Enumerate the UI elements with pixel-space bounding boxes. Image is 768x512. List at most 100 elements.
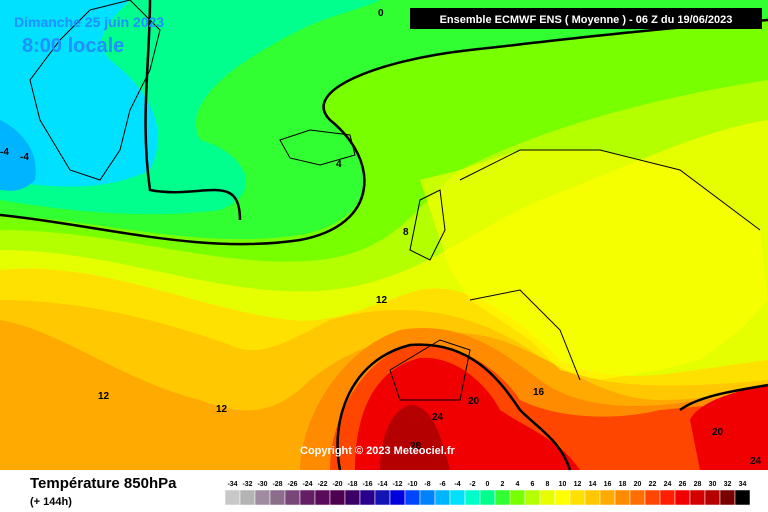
colorbar-label: 10: [559, 481, 567, 488]
colorbar-label: 0: [486, 481, 490, 488]
colorbar-swatch: [284, 489, 301, 506]
colorbar-swatch: [449, 489, 466, 506]
colorbar-swatch: [704, 489, 721, 506]
coastline: [279, 129, 356, 166]
colorbar-label: 34: [739, 481, 747, 488]
colorbar-label: -8: [424, 481, 430, 488]
colorbar-label: -6: [439, 481, 445, 488]
colorbar-swatch: [524, 489, 541, 506]
colorbar-swatch: [254, 489, 271, 506]
colorbar: -34 -32 -30 -28 -26 -24 -22 -20 -18 -16 -14 -12 -10-…: [224, 481, 751, 506]
model-info: Ensemble ECMWF ENS ( Moyenne ) - 06 Z du…: [440, 14, 733, 26]
colorbar-swatch: [569, 489, 586, 506]
contour-label: 8: [403, 227, 409, 238]
colorbar-swatch: [374, 489, 391, 506]
colorbar-swatch: [404, 489, 421, 506]
colorbar-label: -4: [454, 481, 460, 488]
contour-label: 12: [98, 391, 110, 402]
colorbar-swatch: [614, 489, 631, 506]
contour-label: 20: [712, 427, 724, 438]
forecast-date: Dimanche 25 juin 2023: [14, 14, 164, 30]
colorbar-label: -18: [347, 481, 357, 488]
model-box: [410, 8, 762, 29]
contour-label: 4: [336, 159, 342, 170]
colorbar-swatch: [644, 489, 661, 506]
contour-label: -4: [0, 147, 9, 158]
contour-label: 20: [468, 396, 480, 407]
colorbar-label: 28: [694, 481, 702, 488]
zone-cyan: [0, 0, 158, 187]
colorbar-label: -2: [469, 481, 475, 488]
colorbar-swatch: [509, 489, 526, 506]
colorbar-label: 4: [516, 481, 520, 488]
zone-europe: [420, 150, 768, 380]
colorbar-label: -26: [287, 481, 297, 488]
colorbar-label: 14: [589, 481, 597, 488]
colorbar-swatch: [734, 489, 751, 506]
colorbar-label: 24: [664, 481, 672, 488]
colorbar-swatch: [299, 489, 316, 506]
contour-label: 12: [376, 295, 388, 306]
colorbar-label: -20: [332, 481, 342, 488]
contour-label: 24: [432, 412, 444, 423]
colorbar-label: -10: [407, 481, 417, 488]
contour-label: 12: [216, 404, 228, 415]
colorbar-label: 20: [634, 481, 642, 488]
map: 0 -4 -4 4 8 12 12 12 16 20 20 24 24 28 C…: [0, 0, 768, 471]
colorbar-label: -14: [377, 481, 387, 488]
colorbar-swatch: [479, 489, 496, 506]
colorbar-label: -16: [362, 481, 372, 488]
colorbar-swatch: [554, 489, 571, 506]
copyright: Copyright © 2023 Meteociel.fr: [300, 445, 456, 457]
colorbar-swatch: [329, 489, 346, 506]
colorbar-swatch: [464, 489, 481, 506]
colorbar-swatch: [539, 489, 556, 506]
colorbar-swatch: [674, 489, 691, 506]
zone-blue: [0, 120, 36, 191]
colorbar-swatch: [599, 489, 616, 506]
zone-red: [355, 357, 768, 470]
colorbar-swatch: [584, 489, 601, 506]
forecast-time: 8:00 locale: [22, 35, 124, 57]
zone-dark-red: [380, 405, 450, 470]
contour-label: 24: [750, 456, 762, 467]
isotherm: [336, 343, 572, 471]
colorbar-swatch: [224, 489, 241, 506]
colorbar-label: 6: [531, 481, 535, 488]
colorbar-swatch: [719, 489, 736, 506]
colorbar-label: 16: [604, 481, 612, 488]
colorbar-label: -32: [242, 481, 252, 488]
colorbar-label: 2: [501, 481, 505, 488]
colorbar-swatch: [659, 489, 676, 506]
colorbar-label: -34: [227, 481, 237, 488]
colorbar-label: 26: [679, 481, 687, 488]
colorbar-label: -22: [317, 481, 327, 488]
isotherm: [144, 0, 242, 221]
colorbar-swatch: [434, 489, 451, 506]
colorbar-label: 22: [649, 481, 657, 488]
colorbar-swatch: [239, 489, 256, 506]
colorbar-label: 18: [619, 481, 627, 488]
colorbar-swatch: [494, 489, 511, 506]
colorbar-label: 12: [574, 481, 582, 488]
colorbar-swatch: [419, 489, 436, 506]
contour-label: 16: [533, 387, 545, 398]
footer-title: Température 850hPa: [30, 475, 177, 492]
colorbar-swatch: [344, 489, 361, 506]
contour-label: -4: [20, 152, 29, 163]
colorbar-swatch: [629, 489, 646, 506]
colorbar-swatch: [389, 489, 406, 506]
coastline: [29, 0, 161, 181]
colorbar-swatch: [269, 489, 286, 506]
colorbar-label: -12: [392, 481, 402, 488]
footer-lead: (+ 144h): [30, 496, 72, 508]
colorbar-label: -30: [257, 481, 267, 488]
colorbar-label: 32: [724, 481, 732, 488]
contour-label: 28: [410, 441, 422, 452]
colorbar-label: -24: [302, 481, 312, 488]
colorbar-swatch: [689, 489, 706, 506]
colorbar-label: 30: [709, 481, 717, 488]
isotherm: [0, 18, 768, 246]
colorbar-label: 8: [546, 481, 550, 488]
